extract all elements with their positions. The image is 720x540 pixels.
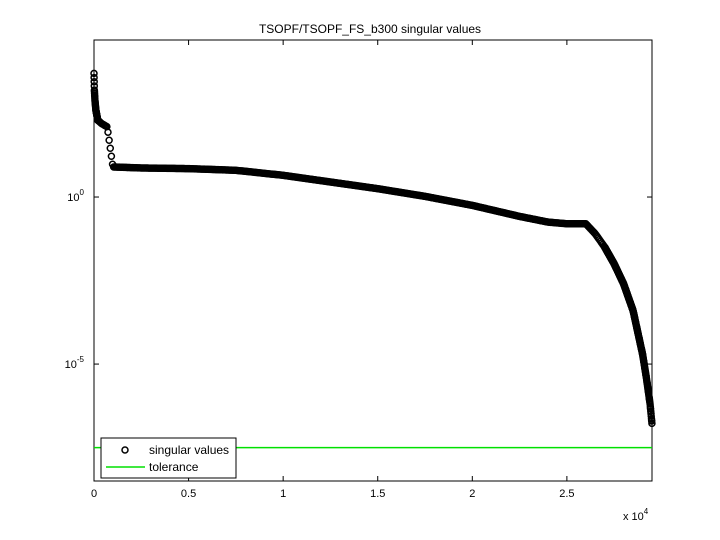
y-axis: 100 10-5	[65, 188, 652, 371]
singular-value-point-51	[105, 136, 113, 144]
legend-box	[100, 437, 237, 479]
singular-value-point-2	[90, 78, 98, 86]
x-tick-label-5: 2.5	[559, 488, 574, 500]
singular-value-point-53	[107, 152, 116, 161]
singular-value-point-0	[90, 69, 98, 78]
x-tick-label-4: 2	[469, 488, 475, 500]
legend: singular values tolerance	[100, 437, 237, 479]
x-tick-label-2: 1	[280, 488, 286, 500]
y-tick-label-0: 100	[67, 188, 84, 204]
x-axis: 0 0.5 1 1.5 2 2.5	[91, 40, 575, 500]
singular-value-point-1	[90, 73, 98, 82]
singular-value-point-50	[104, 128, 112, 136]
x-tick-label-0: 0	[91, 488, 97, 500]
singular-value-point-52	[106, 144, 115, 152]
legend-label-singular-values: singular values	[149, 443, 229, 457]
x-axis-multiplier: x 104	[623, 507, 649, 523]
x-multiplier-base: x 10	[623, 511, 644, 523]
x-multiplier-exponent: 4	[644, 507, 649, 516]
x-tick-label-3: 1.5	[370, 488, 385, 500]
singular-value-point-738	[648, 419, 656, 428]
plot-area	[93, 39, 653, 482]
legend-marker-singular-values	[121, 446, 129, 454]
y-tick-label-1: 10-5	[65, 355, 85, 371]
legend-label-tolerance: tolerance	[149, 460, 199, 474]
singular-values-series	[90, 69, 656, 428]
x-tick-label-1: 0.5	[181, 488, 196, 500]
series-layer	[90, 69, 656, 449]
chart-title: TSOPF/TSOPF_FS_b300 singular values	[259, 22, 481, 36]
